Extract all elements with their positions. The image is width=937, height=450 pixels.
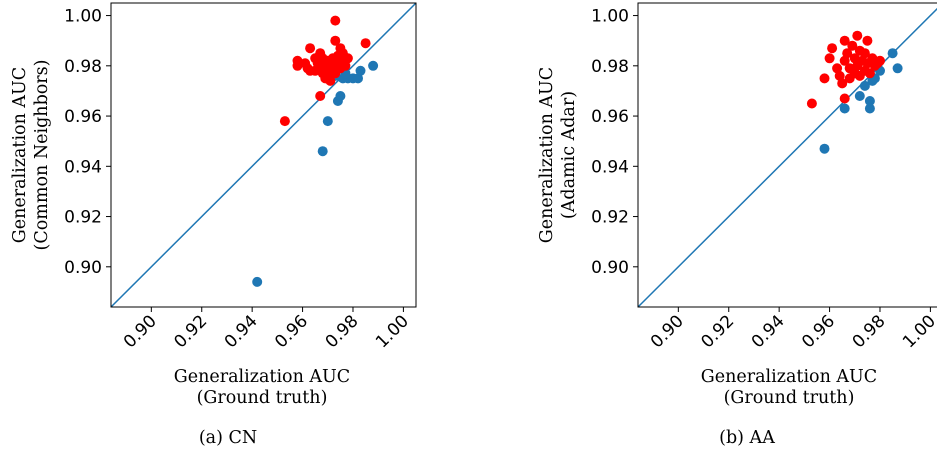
red-point bbox=[315, 91, 326, 101]
x-axis-label-line2: (Ground truth) bbox=[724, 388, 855, 408]
red-point bbox=[827, 43, 838, 54]
blue-point bbox=[355, 65, 366, 76]
red-point bbox=[839, 35, 850, 46]
y-tick-label: 0.96 bbox=[591, 107, 629, 127]
x-axis-label-line1: Generalization AUC bbox=[701, 367, 877, 387]
x-tick-label: 0.94 bbox=[748, 311, 789, 352]
y-axis-label-line2: (Common Neighbors) bbox=[32, 60, 52, 251]
x-tick-label: 0.94 bbox=[221, 311, 262, 352]
red-point bbox=[305, 43, 316, 54]
blue-point bbox=[864, 96, 875, 106]
blue-point bbox=[854, 91, 865, 101]
x-tick-label: 0.92 bbox=[170, 311, 211, 352]
y-tick-label: 0.98 bbox=[64, 57, 102, 77]
x-tick-label: 0.98 bbox=[322, 311, 363, 352]
red-point bbox=[292, 55, 303, 66]
chart-panel-cn: Generalization AUC (Common Neighbors) Ge… bbox=[0, 0, 468, 450]
x-tick-label: 0.90 bbox=[647, 311, 688, 352]
blue-point bbox=[335, 91, 346, 101]
red-point bbox=[279, 116, 290, 127]
blue-point bbox=[819, 143, 830, 154]
caption-cn: (a) CN bbox=[199, 428, 257, 448]
plot-frame bbox=[110, 2, 417, 308]
red-point bbox=[839, 55, 850, 66]
blue-point bbox=[864, 103, 875, 114]
red-point bbox=[330, 35, 341, 46]
y-axis-label-line1: Generalization AUC bbox=[537, 67, 557, 243]
y-tick-label: 0.92 bbox=[64, 208, 102, 228]
y-tick-label: 1.00 bbox=[64, 7, 102, 27]
blue-point bbox=[252, 276, 263, 287]
chart-panel-aa: Generalization AUC (Adamic Adar) General… bbox=[527, 0, 937, 450]
y-axis-label-line1: Generalization AUC bbox=[10, 67, 30, 243]
red-point bbox=[852, 30, 863, 41]
scatter-chart-cn: Generalization AUC (Common Neighbors) Ge… bbox=[10, 2, 417, 448]
red-point bbox=[842, 48, 853, 59]
x-tick-label: 0.96 bbox=[271, 311, 312, 352]
x-tick-label: 0.98 bbox=[849, 311, 890, 352]
y-tick-label: 0.94 bbox=[64, 157, 102, 177]
red-point bbox=[806, 98, 817, 109]
red-point bbox=[325, 75, 336, 86]
red-point bbox=[862, 35, 873, 46]
red-point bbox=[832, 63, 843, 74]
red-point bbox=[819, 73, 830, 84]
blue-point bbox=[368, 60, 379, 71]
y-tick-label: 0.90 bbox=[64, 258, 102, 278]
scatter-chart-aa: Generalization AUC (Adamic Adar) General… bbox=[537, 2, 937, 448]
blue-point bbox=[839, 103, 850, 114]
blue-point bbox=[322, 116, 333, 127]
x-tick-label: 1.00 bbox=[372, 311, 413, 352]
y-tick-label: 0.96 bbox=[64, 107, 102, 127]
caption-aa: (b) AA bbox=[719, 428, 775, 448]
red-point bbox=[839, 93, 850, 104]
y-tick-label: 1.00 bbox=[591, 7, 629, 27]
red-point bbox=[330, 15, 341, 26]
y-tick-label: 0.98 bbox=[591, 57, 629, 77]
red-point bbox=[824, 53, 835, 64]
blue-point bbox=[317, 146, 328, 157]
x-tick-label: 0.96 bbox=[798, 311, 839, 352]
red-point bbox=[864, 68, 875, 79]
y-axis-label-line2: (Adamic Adar) bbox=[559, 91, 579, 219]
y-tick-label: 0.94 bbox=[591, 157, 629, 177]
y-tick-label: 0.90 bbox=[591, 258, 629, 278]
blue-point bbox=[859, 80, 870, 91]
x-tick-label: 0.92 bbox=[697, 311, 738, 352]
y-tick-label: 0.92 bbox=[591, 208, 629, 228]
blue-point bbox=[887, 48, 898, 59]
x-axis-label-line2: (Ground truth) bbox=[197, 388, 328, 408]
red-point bbox=[360, 38, 371, 49]
red-point bbox=[837, 78, 848, 89]
x-tick-label: 0.90 bbox=[120, 311, 161, 352]
diagonal-line bbox=[110, 2, 417, 308]
x-tick-label: 1.00 bbox=[899, 311, 937, 352]
red-point bbox=[342, 53, 353, 64]
blue-point bbox=[892, 63, 903, 74]
red-point bbox=[847, 40, 858, 51]
red-point bbox=[859, 48, 870, 59]
x-axis-label-line1: Generalization AUC bbox=[174, 367, 350, 387]
blue-point bbox=[353, 73, 363, 84]
red-point bbox=[875, 55, 885, 66]
plot-frame bbox=[637, 2, 937, 308]
red-point bbox=[340, 60, 351, 71]
